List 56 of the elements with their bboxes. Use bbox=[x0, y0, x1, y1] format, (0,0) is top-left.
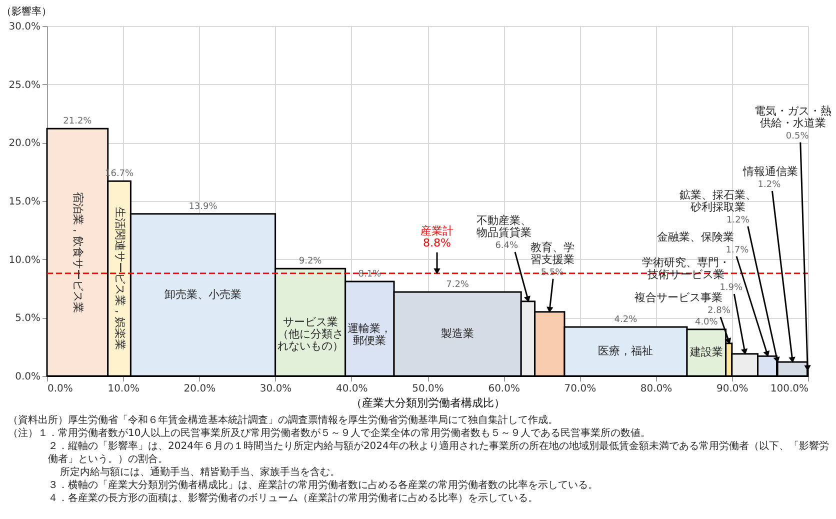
x-tick-label: 80.0% bbox=[640, 384, 672, 394]
y-axis-title: （影響率） bbox=[2, 6, 52, 18]
annotation: 情報通信業 bbox=[742, 165, 798, 178]
annotation: 複合サービス事業 bbox=[634, 291, 723, 304]
y-tick-label: 5.0% bbox=[15, 313, 40, 324]
annotation: 鉱業、採石業、砂利採取業 bbox=[680, 188, 757, 214]
data-label: 7.2% bbox=[446, 280, 470, 290]
data-label: 4.2% bbox=[614, 315, 638, 325]
text: 所定内給与額には、通勤手当、精皆勤手当、家族手当を含む。 bbox=[59, 466, 341, 479]
x-tick-label: 0.0% bbox=[48, 384, 73, 394]
annotation: 生活関連サービス業，娯楽業 bbox=[113, 207, 126, 350]
data-label: 1.2% bbox=[758, 180, 782, 190]
x-tick-label: 50.0% bbox=[412, 384, 444, 394]
data-label: 1.9% bbox=[720, 283, 744, 293]
annotation: 製造業 bbox=[441, 327, 474, 340]
annotation: 卸売業、小売業 bbox=[164, 288, 242, 301]
data-label: 1.7% bbox=[726, 245, 750, 256]
annotation: 建設業 bbox=[688, 346, 723, 359]
y-tick-label: 10.0% bbox=[8, 254, 40, 266]
annotation: 電気・ガス・熱供給・水道業 bbox=[754, 104, 832, 130]
x-tick-label: 20.0% bbox=[184, 384, 216, 394]
data-label: 0.5% bbox=[786, 131, 810, 142]
x-tick-label: 60.0% bbox=[488, 384, 520, 394]
text: （注）１．常用労働者数が10人以上の民営事業所及び常用労働者数が５～９人で企業全体の常用労働者数も５～９人である民営事業所の数値。 bbox=[8, 427, 652, 440]
text: ３．横軸の「産業大分類別労働者構成比」は、産業計の常用労働者数に占める各産業の常用労働者数の比率を示している。 bbox=[47, 479, 599, 492]
annotation: 運輸業，郵便業 bbox=[348, 322, 392, 347]
text: ４．各産業の長方形の面積は、影響労働者のボリューム（産業計の常用労働者に占める比率）を示している。 bbox=[47, 492, 539, 505]
y-tick-label: 30.0% bbox=[8, 22, 40, 32]
y-tick-label: 0.0% bbox=[15, 372, 40, 382]
text: （資料出所）厚生労働省「令和６年賃金構造基本統計調査」の調査票情報を厚生労働省労働基準局にて独自集計して作成。 bbox=[8, 414, 559, 427]
annotation: 医療，福祉 bbox=[598, 344, 654, 358]
data-label: 4.0% bbox=[694, 317, 718, 328]
data-label: 1.2% bbox=[726, 215, 750, 226]
x-axis-title: （産業大分類別労働者構成比） bbox=[351, 396, 505, 410]
data-label: 2.8% bbox=[708, 306, 731, 316]
x-tick-label: 10.0% bbox=[108, 384, 140, 394]
y-tick-label: 15.0% bbox=[8, 196, 40, 208]
annotation: 金融業、保険業 bbox=[656, 230, 734, 244]
x-tick-label: 70.0% bbox=[564, 384, 596, 394]
x-tick-label: 40.0% bbox=[336, 384, 368, 394]
x-tick-label: 90.0% bbox=[716, 384, 748, 394]
x-tick-label: 100.0% bbox=[770, 384, 808, 394]
annotation: 不動産業、物品賃貸業 bbox=[476, 214, 532, 239]
ref-line-label: 産業計 8.8% bbox=[420, 224, 454, 250]
y-tick-label: 20.0% bbox=[8, 138, 40, 150]
y-tick-label: 25.0% bbox=[8, 80, 40, 91]
data-label: 21.2% bbox=[63, 116, 92, 127]
text: ２．縦軸の「影響率」は、2024年６月の１時間当たり所定内給与額が2024年の秋より適用された事業所の所在地の地域別最低賃金額未満である常用労働者（以下、「影響労働者」という。）の割合。 bbox=[47, 440, 830, 466]
x-tick-label: 30.0% bbox=[260, 384, 292, 394]
data-label: 13.9% bbox=[188, 202, 218, 212]
data-label: 6.4% bbox=[495, 241, 519, 251]
annotation: 教育、学習支援業 bbox=[530, 240, 574, 266]
annotation: 宿泊業，飲食サービス業 bbox=[71, 192, 84, 313]
data-label: 8.1% bbox=[358, 270, 382, 280]
annotation: サービス業（他に分類されないもの） bbox=[277, 315, 344, 352]
data-label: 9.2% bbox=[298, 256, 322, 267]
